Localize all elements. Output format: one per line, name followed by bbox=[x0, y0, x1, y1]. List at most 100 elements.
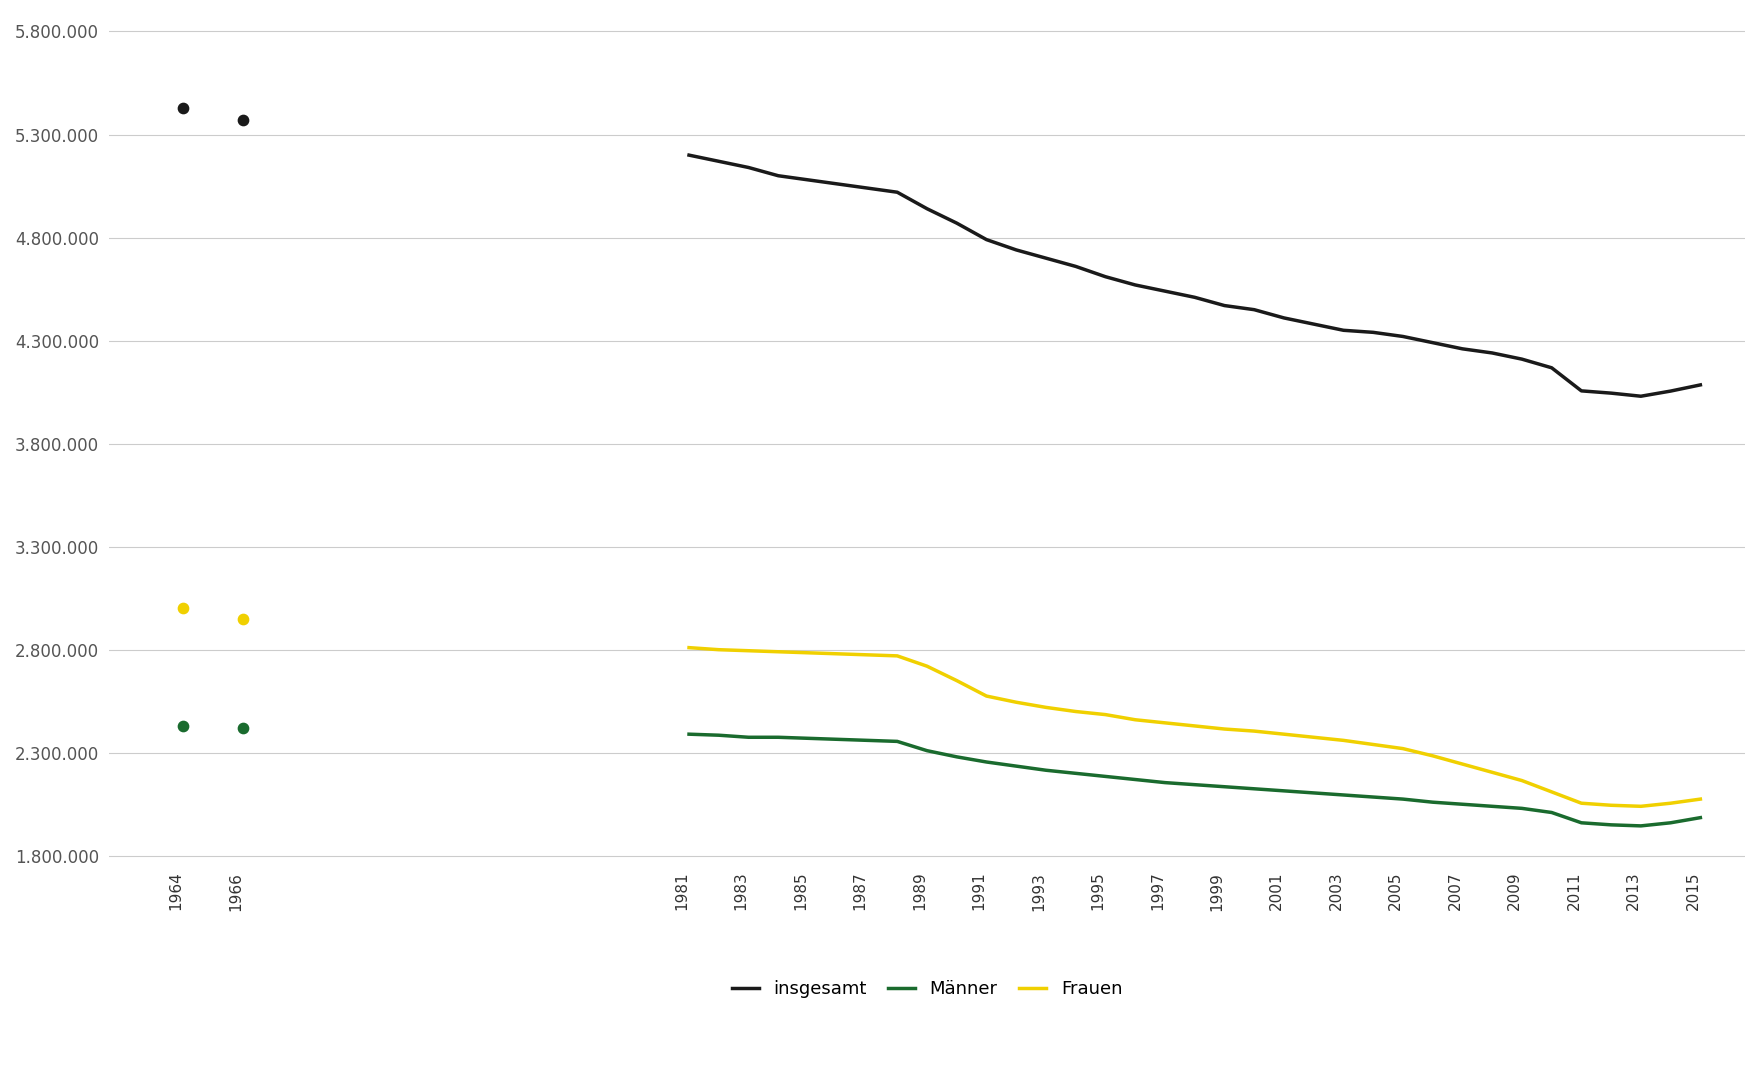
Männer bbox=[1512, 801, 1533, 814]
Frauen bbox=[708, 643, 729, 656]
Frauen bbox=[975, 690, 996, 703]
Point bbox=[169, 717, 197, 734]
Männer bbox=[708, 729, 729, 742]
insgesamt bbox=[1512, 353, 1533, 366]
Männer bbox=[1155, 777, 1176, 790]
insgesamt bbox=[1542, 362, 1563, 375]
insgesamt bbox=[917, 203, 938, 216]
Frauen bbox=[1125, 714, 1146, 727]
insgesamt bbox=[1184, 291, 1206, 304]
Männer bbox=[827, 733, 848, 746]
Männer bbox=[1660, 817, 1681, 830]
insgesamt bbox=[1660, 384, 1681, 397]
Frauen bbox=[917, 660, 938, 673]
Frauen bbox=[1362, 738, 1383, 751]
insgesamt bbox=[737, 161, 759, 174]
insgesamt bbox=[797, 173, 818, 186]
Männer bbox=[975, 756, 996, 769]
insgesamt bbox=[1214, 299, 1236, 312]
Frauen bbox=[1542, 785, 1563, 798]
Frauen bbox=[887, 650, 908, 663]
Frauen bbox=[1690, 793, 1711, 806]
Frauen bbox=[1572, 797, 1593, 810]
Point bbox=[169, 99, 197, 116]
insgesamt bbox=[1005, 244, 1026, 257]
insgesamt bbox=[827, 178, 848, 191]
Point bbox=[229, 112, 257, 129]
Männer bbox=[1095, 770, 1116, 783]
Frauen bbox=[1095, 708, 1116, 721]
Frauen bbox=[1274, 728, 1295, 741]
insgesamt bbox=[1362, 326, 1383, 339]
Männer bbox=[1630, 820, 1651, 833]
Frauen bbox=[1630, 800, 1651, 813]
Männer bbox=[1302, 786, 1324, 799]
Frauen bbox=[827, 648, 848, 661]
Männer bbox=[767, 731, 788, 744]
Frauen bbox=[1184, 719, 1206, 732]
insgesamt bbox=[1690, 378, 1711, 391]
Frauen bbox=[1332, 734, 1353, 747]
Frauen bbox=[1600, 799, 1621, 812]
Legend: insgesamt, Männer, Frauen: insgesamt, Männer, Frauen bbox=[725, 973, 1130, 1005]
Männer bbox=[1065, 767, 1086, 780]
Männer bbox=[678, 728, 699, 741]
Point bbox=[229, 719, 257, 736]
Männer bbox=[1542, 806, 1563, 819]
Männer bbox=[1690, 811, 1711, 824]
Männer bbox=[1125, 773, 1146, 786]
Frauen bbox=[1482, 766, 1503, 779]
Männer bbox=[1482, 800, 1503, 813]
insgesamt bbox=[1244, 303, 1265, 316]
Frauen bbox=[737, 644, 759, 657]
Frauen bbox=[1244, 725, 1265, 738]
insgesamt bbox=[975, 233, 996, 246]
insgesamt bbox=[1572, 384, 1593, 397]
Männer bbox=[947, 751, 968, 764]
Männer bbox=[1572, 817, 1593, 830]
insgesamt bbox=[857, 182, 878, 195]
insgesamt bbox=[1035, 251, 1056, 264]
insgesamt bbox=[1155, 285, 1176, 298]
Männer bbox=[1184, 779, 1206, 792]
Frauen bbox=[1422, 749, 1443, 762]
Männer bbox=[917, 744, 938, 757]
Frauen bbox=[857, 649, 878, 662]
Frauen bbox=[1302, 731, 1324, 744]
insgesamt bbox=[1125, 278, 1146, 291]
Männer bbox=[1005, 759, 1026, 772]
insgesamt bbox=[1452, 342, 1473, 355]
insgesamt bbox=[1482, 347, 1503, 360]
insgesamt bbox=[767, 169, 788, 182]
Frauen bbox=[797, 647, 818, 660]
Frauen bbox=[1660, 797, 1681, 810]
Point bbox=[229, 610, 257, 627]
Männer bbox=[1392, 793, 1413, 806]
Frauen bbox=[1035, 701, 1056, 714]
Männer bbox=[1452, 798, 1473, 811]
insgesamt bbox=[1422, 336, 1443, 349]
insgesamt bbox=[1600, 387, 1621, 400]
Männer bbox=[1244, 782, 1265, 795]
Frauen bbox=[1155, 716, 1176, 729]
Frauen bbox=[678, 641, 699, 654]
Line: Männer: Männer bbox=[688, 734, 1700, 826]
insgesamt bbox=[1065, 260, 1086, 273]
insgesamt bbox=[1630, 390, 1651, 403]
Männer bbox=[1422, 796, 1443, 809]
Männer bbox=[887, 735, 908, 748]
Männer bbox=[1332, 788, 1353, 801]
Männer bbox=[1600, 819, 1621, 832]
Männer bbox=[857, 734, 878, 747]
insgesamt bbox=[1302, 317, 1324, 330]
insgesamt bbox=[708, 155, 729, 168]
insgesamt bbox=[1274, 312, 1295, 325]
Frauen bbox=[1065, 705, 1086, 718]
insgesamt bbox=[1392, 330, 1413, 343]
insgesamt bbox=[947, 217, 968, 230]
Männer bbox=[737, 731, 759, 744]
insgesamt bbox=[678, 148, 699, 161]
Frauen bbox=[767, 645, 788, 658]
Frauen bbox=[1512, 774, 1533, 787]
insgesamt bbox=[887, 185, 908, 198]
